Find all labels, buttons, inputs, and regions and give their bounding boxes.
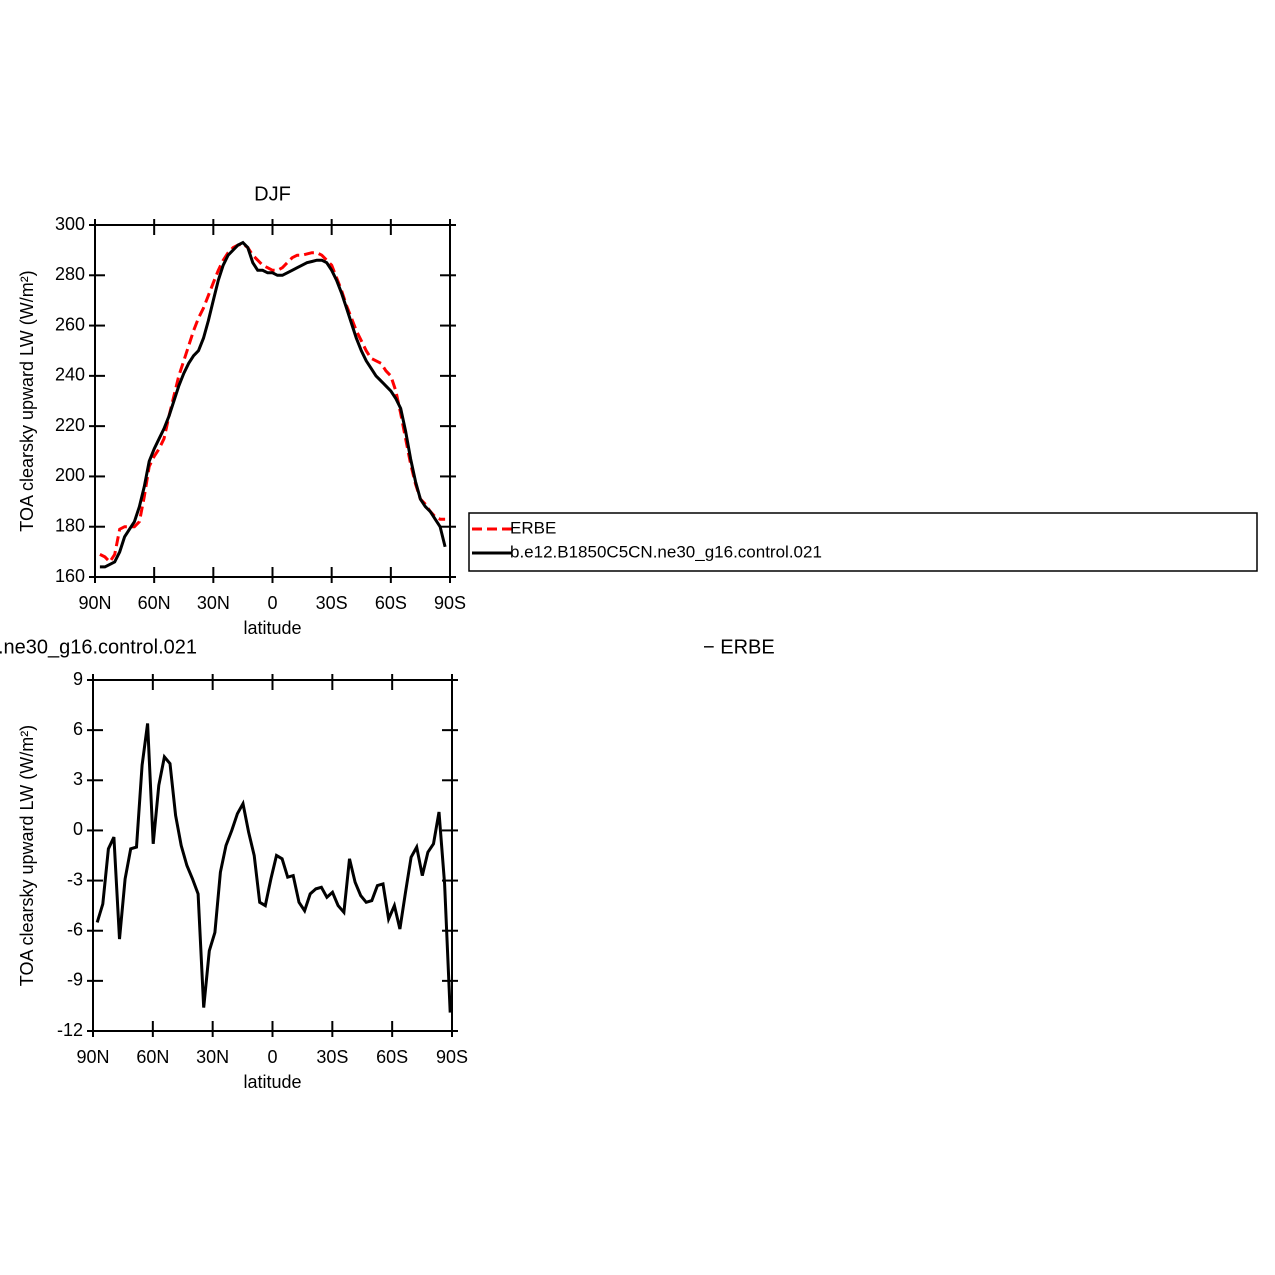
y-axis-label: TOA clearsky upward LW (W/m²) [17, 270, 37, 531]
data-line [95, 723, 452, 1013]
y-tick-label: 160 [55, 566, 85, 586]
y-tick-label: 200 [55, 465, 85, 485]
legend-label: b.e12.B1850C5CN.ne30_g16.control.021 [510, 542, 822, 561]
y-tick-label: 240 [55, 365, 85, 385]
x-axis-label: latitude [243, 1072, 301, 1092]
x-tick-label: 30N [196, 1047, 229, 1067]
x-tick-label: 60S [375, 593, 407, 613]
y-tick-label: -6 [67, 919, 83, 939]
x-tick-label: 90N [78, 593, 111, 613]
y-tick-label: 180 [55, 515, 85, 535]
y-tick-label: 9 [73, 669, 83, 689]
y-tick-label: 6 [73, 719, 83, 739]
x-axis-label: latitude [243, 618, 301, 638]
y-tick-label: -3 [67, 869, 83, 889]
legend-label: ERBE [510, 518, 556, 537]
chart-title: DJF [254, 183, 291, 205]
x-tick-label: 60N [138, 593, 171, 613]
y-tick-label: -9 [67, 970, 83, 990]
x-tick-label: 30S [316, 1047, 348, 1067]
x-tick-label: 0 [267, 1047, 277, 1067]
plot-frame [92, 679, 453, 1032]
left-string: b.e12.B1850C5CN.ne30_g16.control.021 [0, 636, 197, 658]
x-tick-label: 30N [197, 593, 230, 613]
plot-frame [94, 224, 451, 578]
x-tick-label: 60N [136, 1047, 169, 1067]
y-tick-label: 280 [55, 264, 85, 284]
x-tick-label: 90S [436, 1047, 468, 1067]
y-axis-label: TOA clearsky upward LW (W/m²) [17, 725, 37, 986]
x-tick-label: 60S [376, 1047, 408, 1067]
y-tick-label: 260 [55, 314, 85, 334]
x-tick-label: 0 [267, 593, 277, 613]
right-string: − ERBE [703, 636, 775, 658]
x-tick-label: 90N [76, 1047, 109, 1067]
y-tick-label: 0 [73, 819, 83, 839]
x-tick-label: 90S [434, 593, 466, 613]
x-tick-label: 30S [316, 593, 348, 613]
y-tick-label: -12 [57, 1020, 83, 1040]
y-tick-label: 220 [55, 415, 85, 435]
y-tick-label: 300 [55, 214, 85, 234]
data-line [99, 242, 446, 565]
legend-box [468, 512, 1258, 572]
data-line [99, 240, 447, 569]
y-tick-label: 3 [73, 769, 83, 789]
